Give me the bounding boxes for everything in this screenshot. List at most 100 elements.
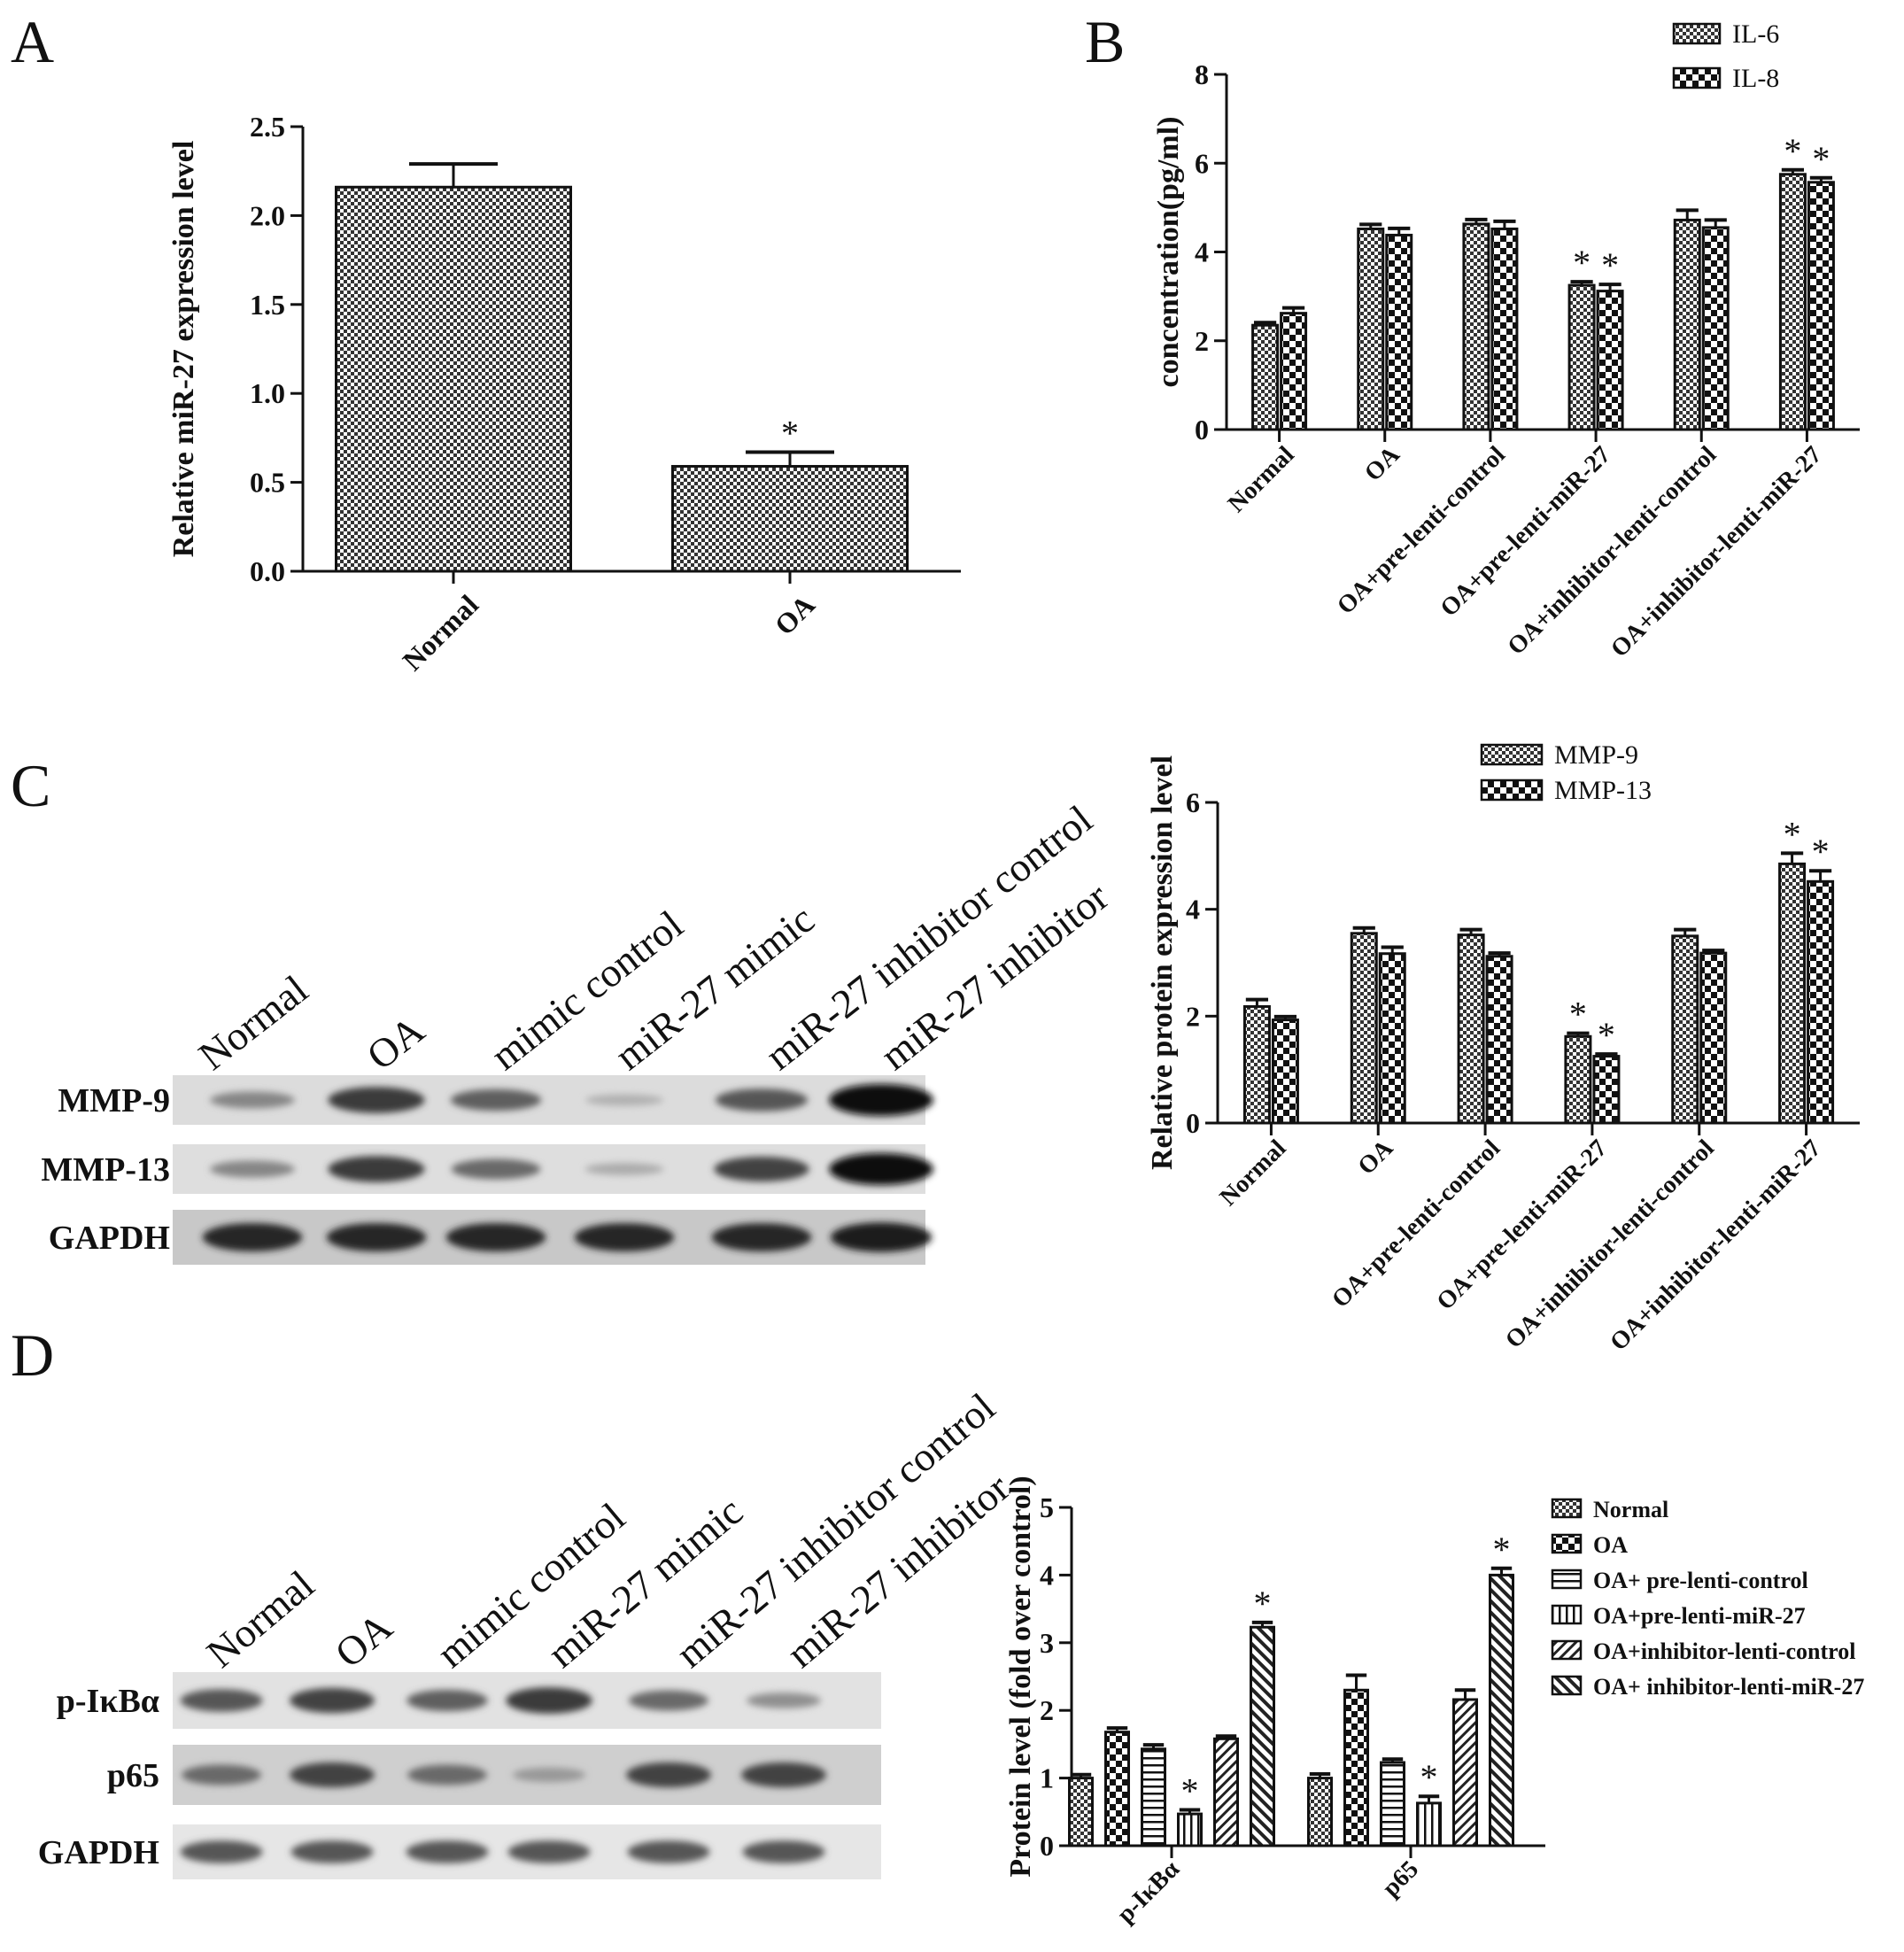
blot-band <box>574 1222 675 1252</box>
y-tick-label: 0 <box>1040 1830 1054 1862</box>
bar-b-0-1 <box>1280 312 1308 431</box>
legend-label: OA+pre-lenti-miR-27 <box>1593 1603 1806 1629</box>
blot-row-label: p-IκBα <box>57 1683 159 1720</box>
legend-swatch <box>1551 1569 1583 1590</box>
blot-band <box>210 1160 295 1178</box>
y-tick-label: 3 <box>1040 1627 1054 1659</box>
bar-d-1-4 <box>1452 1698 1478 1847</box>
category-label: OA+inhibitor-lenti-control <box>1503 441 1722 661</box>
bar-d-0-5 <box>1250 1625 1275 1847</box>
legend-label: IL-8 <box>1732 64 1779 93</box>
y-tick-label: 2.0 <box>250 199 285 231</box>
bar-d-1-2 <box>1380 1761 1405 1847</box>
blot-band <box>829 1084 933 1116</box>
bar-c-0-0 <box>1242 1004 1271 1125</box>
bar-b-3-1 <box>1596 290 1624 431</box>
significance-marker: * <box>1569 995 1587 1034</box>
y-tick-label: 1 <box>1040 1762 1054 1794</box>
bar-b-5-1 <box>1807 181 1835 431</box>
y-axis-title: Relative protein expression level <box>1146 755 1179 1170</box>
blot-band <box>506 1687 592 1714</box>
blot-band <box>326 1222 427 1252</box>
legend-label: OA+ pre-lenti-control <box>1593 1568 1808 1593</box>
blot-band <box>629 1690 708 1711</box>
y-tick-label: 4 <box>1040 1559 1054 1591</box>
significance-marker: * <box>1812 832 1830 871</box>
blot-band <box>180 1840 263 1863</box>
panel-letter-b: B <box>1085 8 1125 75</box>
blot-row-label: MMP-13 <box>41 1151 170 1189</box>
legend-label: OA+inhibitor-lenti-control <box>1593 1638 1855 1664</box>
legend-swatch <box>1551 1498 1583 1519</box>
bar-a-0-0 <box>335 185 572 573</box>
category-label: OA <box>1353 1134 1399 1180</box>
blot-band <box>741 1762 826 1788</box>
bar-d-1-0 <box>1307 1777 1333 1847</box>
bar-c-5-0 <box>1778 862 1807 1125</box>
bar-d-0-3 <box>1177 1812 1203 1847</box>
significance-marker: * <box>1812 139 1830 179</box>
blot-band <box>407 1764 487 1785</box>
lane-label: OA <box>327 1604 401 1677</box>
y-tick-label: 2 <box>1195 325 1209 357</box>
blot-band <box>290 1762 375 1788</box>
lane-label: Normal <box>198 1561 322 1676</box>
bar-c-0-1 <box>1271 1019 1299 1125</box>
blot-band <box>210 1091 295 1109</box>
blot-band <box>451 1158 541 1180</box>
y-tick-label: 0.5 <box>250 467 285 499</box>
y-tick-label: 4 <box>1186 894 1200 926</box>
bar-d-1-3 <box>1416 1801 1442 1847</box>
blot-band <box>742 1840 825 1863</box>
blot-band <box>829 1153 933 1185</box>
legend-label: OA <box>1593 1532 1628 1558</box>
legend-label: MMP-9 <box>1554 740 1638 770</box>
bar-d-1-5 <box>1489 1573 1514 1847</box>
chart-b: 0 2 4 6 8 concentration(pg/ml) Normal OA OA+pre-… <box>1152 19 1860 662</box>
y-axis-title: Protein level (fold over control) <box>1004 1476 1037 1877</box>
bar-c-2-1 <box>1485 955 1513 1125</box>
blot-band <box>714 1156 809 1182</box>
significance-marker: * <box>1784 814 1801 854</box>
y-tick-label: 4 <box>1195 236 1209 268</box>
panel-letter-a: A <box>11 8 54 75</box>
category-label: OA+pre-lenti-miR-27 <box>1436 441 1616 622</box>
category-label: OA <box>769 588 821 640</box>
blot-band <box>584 1094 664 1106</box>
y-tick-label: 0.0 <box>250 555 285 587</box>
blot-band <box>512 1767 586 1783</box>
bar-b-0-0 <box>1251 323 1280 431</box>
blot-band <box>445 1222 546 1252</box>
blot-band <box>711 1222 812 1252</box>
y-tick-label: 5 <box>1040 1491 1054 1523</box>
bar-b-1-1 <box>1385 233 1413 431</box>
blot-row-label: p65 <box>107 1757 159 1794</box>
y-tick-label: 1.0 <box>250 377 285 409</box>
legend-label: MMP-13 <box>1554 776 1652 805</box>
bar-d-0-1 <box>1104 1731 1130 1847</box>
y-tick-label: 0 <box>1186 1107 1200 1139</box>
blot-band <box>450 1088 542 1112</box>
bar-c-4-0 <box>1671 934 1699 1125</box>
category-label: OA <box>1359 440 1405 486</box>
blot-band <box>182 1764 261 1785</box>
bar-c-3-0 <box>1564 1034 1592 1125</box>
legend-swatch <box>1480 743 1544 766</box>
panel-letter-d: D <box>11 1321 54 1389</box>
category-label: Normal <box>1223 441 1300 518</box>
significance-marker: * <box>1254 1584 1272 1623</box>
blot-band <box>406 1840 489 1863</box>
category-label: OA+inhibitor-lenti-miR-27 <box>1606 441 1827 662</box>
bar-c-1-1 <box>1378 952 1406 1125</box>
legend-swatch <box>1551 1604 1583 1625</box>
category-label: OA+inhibitor-lenti-control <box>1500 1135 1720 1354</box>
blot-band <box>180 1689 263 1712</box>
y-tick-label: 2.5 <box>250 111 285 143</box>
bar-c-3-1 <box>1592 1055 1621 1125</box>
legend-swatch <box>1551 1675 1583 1696</box>
bar-d-0-4 <box>1213 1737 1239 1847</box>
panel-letter-c: C <box>11 752 50 819</box>
significance-marker: * <box>1598 1015 1615 1055</box>
bar-b-5-0 <box>1778 173 1807 431</box>
